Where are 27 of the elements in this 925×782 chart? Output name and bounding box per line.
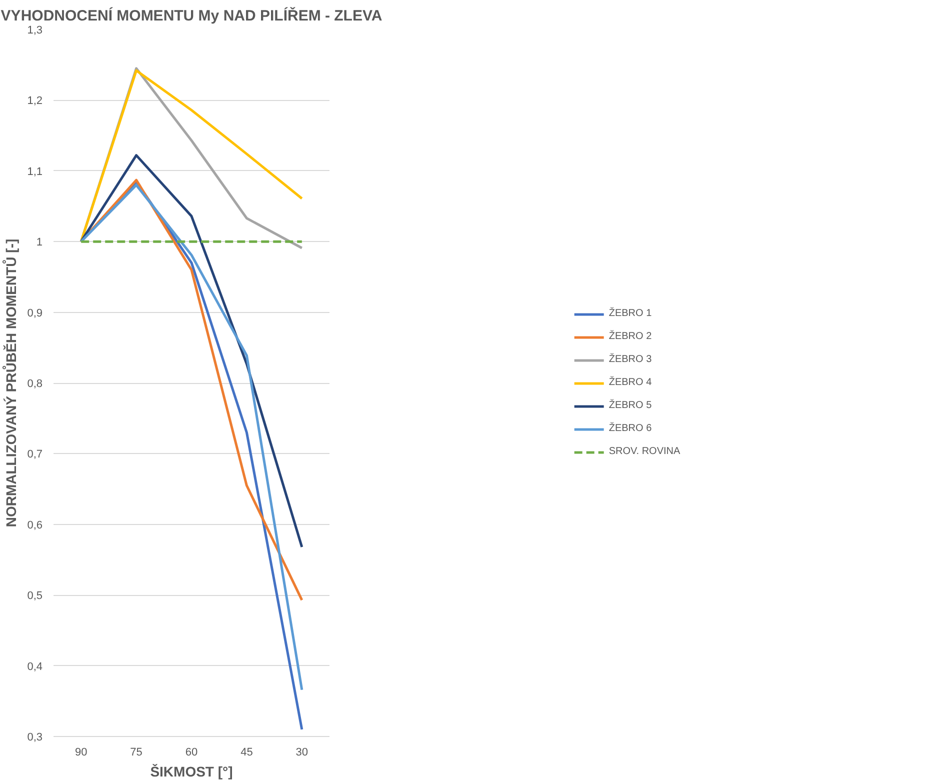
y-tick-label: 0,5	[27, 590, 43, 602]
y-tick-label: 1,3	[27, 24, 43, 36]
legend-label: ŽEBRO 4	[608, 377, 652, 388]
legend-label: ŽEBRO 6	[608, 423, 652, 434]
y-tick-label: 0,7	[27, 448, 43, 461]
y-tick-label: 0,8	[27, 378, 43, 390]
y-tick-label: 1,1	[27, 166, 43, 178]
y-tick-label: 0,9	[27, 307, 43, 320]
legend-label: SROV. ROVINA	[608, 446, 680, 457]
x-tick-label: 45	[240, 746, 253, 758]
legend-label: ŽEBRO 2	[608, 331, 652, 342]
x-tick-label: 90	[74, 746, 88, 758]
x-tick-label: 30	[296, 746, 308, 758]
x-axis-title: ŠIKMOST [°]	[150, 764, 233, 780]
y-tick-label: 1	[36, 236, 43, 249]
legend-label: ŽEBRO 5	[608, 400, 652, 411]
y-tick-label: 0,4	[27, 660, 43, 673]
y-tick-label: 0,6	[27, 519, 43, 532]
chart-title: VYHODNOCENÍ MOMENTU My NAD PILÍŘEM - ZLEVA	[0, 6, 382, 24]
y-axis-title: NORMALLIZOVANÝ PRŮBĚH MOMENTŮ [-]	[2, 238, 20, 528]
line-series	[80, 154, 304, 548]
x-tick-label: 75	[130, 746, 142, 758]
legend-label: ŽEBRO 1	[608, 308, 652, 319]
legend-label: ŽEBRO 3	[608, 354, 652, 365]
y-tick-label: 1,2	[27, 95, 43, 108]
y-tick-label: 0,3	[27, 732, 43, 744]
x-tick-label: 60	[185, 746, 198, 758]
